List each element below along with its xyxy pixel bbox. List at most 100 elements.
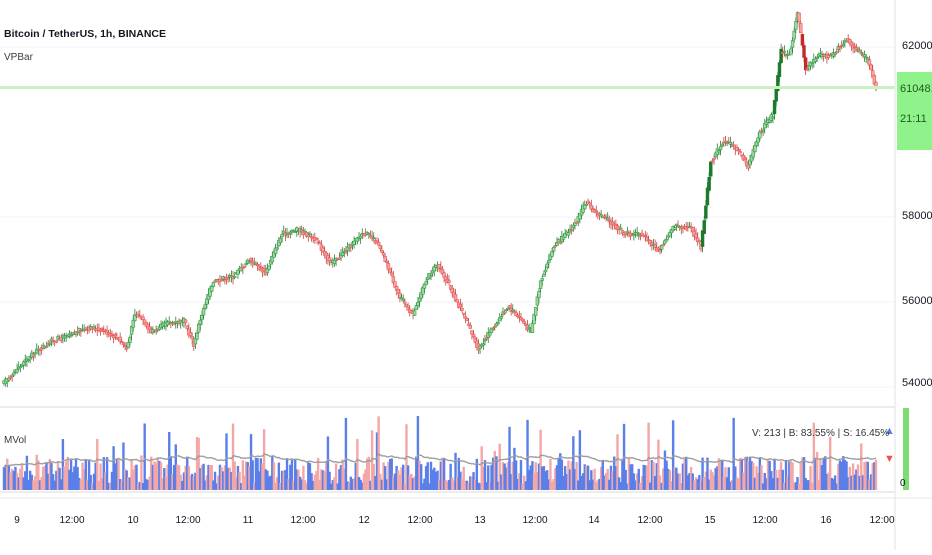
volume-bar <box>649 482 652 490</box>
volume-bar <box>22 477 25 490</box>
volume-bar <box>401 464 405 490</box>
volume-bar <box>91 483 94 490</box>
volume-bar <box>621 460 624 490</box>
volume-bar <box>791 462 794 490</box>
volume-bar <box>555 465 559 490</box>
volume-bar <box>125 470 128 490</box>
volume-bar <box>346 481 349 490</box>
volume-bar <box>56 461 60 490</box>
volume-bar <box>693 480 696 490</box>
volume-bar <box>740 459 744 490</box>
volume-bar <box>218 464 222 490</box>
volume-bar <box>493 450 497 490</box>
volume-bar <box>24 471 27 490</box>
candle-body <box>658 249 662 252</box>
candle-body <box>800 34 805 46</box>
volume-bar <box>331 479 335 490</box>
volume-bar <box>550 481 554 490</box>
candle-body <box>499 316 504 319</box>
time-axis-label: 16 <box>820 515 832 526</box>
symbol-title[interactable]: Bitcoin / TetherUS, 1h, BINANCE <box>4 28 166 40</box>
volume-bar <box>482 466 485 490</box>
volume-bar <box>380 479 384 490</box>
volume-bar <box>323 471 326 490</box>
volume-bar <box>105 457 109 490</box>
volume-bar <box>644 465 647 490</box>
candle-body <box>534 307 538 316</box>
volume-bar <box>599 466 603 490</box>
volume-bar <box>519 460 523 490</box>
candle-body <box>280 234 284 238</box>
volume-bar <box>668 470 672 490</box>
volume-bar <box>300 479 303 490</box>
volume-bar <box>838 460 842 490</box>
volume-bar <box>225 433 228 490</box>
volume-bar <box>647 422 650 490</box>
volume-bar <box>416 416 420 490</box>
candle-body <box>790 40 795 48</box>
candle-body <box>527 327 531 329</box>
volume-bar <box>109 482 112 490</box>
volume-bar <box>773 458 776 490</box>
volume-bar <box>249 434 253 490</box>
volume-bar <box>303 480 307 490</box>
volume-bar <box>539 429 542 490</box>
volume-bar <box>269 475 272 490</box>
volume-bar <box>442 458 446 490</box>
volume-bar <box>617 477 621 490</box>
candle-body <box>697 240 702 243</box>
volume-bar <box>799 462 802 490</box>
volume-bar <box>190 473 194 490</box>
volume-bar <box>189 475 192 490</box>
candle-body <box>352 240 356 245</box>
volume-bar <box>462 466 465 490</box>
volume-bar <box>667 468 670 490</box>
candle-body <box>656 247 661 250</box>
volume-bar <box>855 469 858 490</box>
volume-bar <box>478 483 482 490</box>
volume-bar <box>503 463 506 490</box>
volume-bar <box>575 461 578 490</box>
candle-body <box>183 319 188 323</box>
candle-body <box>511 309 515 312</box>
volume-bar <box>714 468 717 490</box>
candle-body <box>399 297 404 300</box>
volume-bar <box>94 462 97 490</box>
volume-bar <box>573 468 577 490</box>
volume-bar <box>768 460 771 490</box>
candle-body <box>673 227 677 230</box>
candle-body <box>404 303 409 307</box>
volume-bar <box>217 475 220 490</box>
candle-body <box>802 45 806 58</box>
volume-bar <box>632 473 636 490</box>
volume-bar <box>725 477 729 490</box>
volume-bar <box>819 459 822 490</box>
volume-bar <box>282 470 285 490</box>
volume-bar <box>570 461 573 490</box>
volume-bar <box>408 474 411 490</box>
candle-body <box>113 334 117 337</box>
candle-body <box>805 68 809 70</box>
candle-body <box>838 46 842 49</box>
volume-bar <box>752 462 755 490</box>
volume-bar <box>272 462 276 490</box>
candle-body <box>491 327 495 331</box>
candle-body <box>416 302 420 306</box>
volume-bar <box>871 463 874 490</box>
candle-body <box>126 342 131 348</box>
volume-bar <box>465 480 469 490</box>
volume-bar <box>76 467 79 490</box>
volume-bar <box>40 476 43 490</box>
candle-body <box>471 333 476 338</box>
indicator-mvol-label[interactable]: MVol <box>4 435 27 446</box>
time-axis-label: 14 <box>588 515 600 526</box>
volume-bar <box>136 483 140 490</box>
volume-bar <box>315 470 318 490</box>
volume-bar <box>608 479 611 490</box>
volume-bar <box>356 439 359 490</box>
volume-bar <box>856 464 860 490</box>
volume-bar <box>289 464 292 490</box>
volume-bar <box>563 466 567 490</box>
indicator-vpbar-label[interactable]: VPBar <box>4 52 33 63</box>
